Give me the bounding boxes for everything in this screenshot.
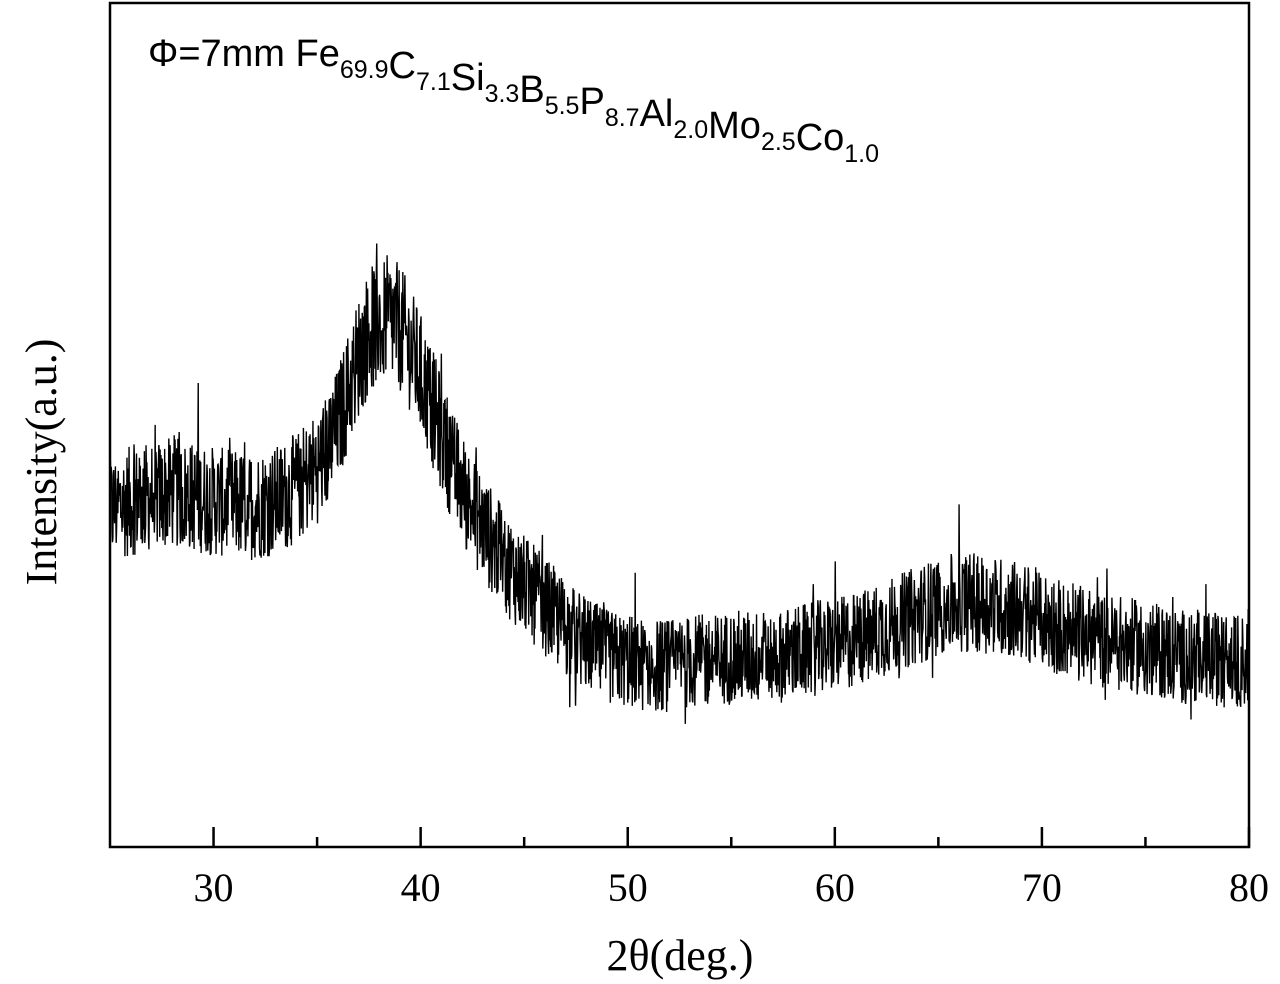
title-element-symbol: B xyxy=(519,69,544,111)
chart-title-prefix: Φ=7mm xyxy=(148,33,296,75)
title-element-subscript: 7.1 xyxy=(416,68,451,96)
y-axis-title: Intensity(a.u.) xyxy=(17,339,66,586)
x-tick-label: 80 xyxy=(1229,865,1269,910)
title-element-subscript: 2.0 xyxy=(673,116,708,144)
plot-frame xyxy=(108,1,1251,849)
title-element-subscript: 69.9 xyxy=(340,56,389,84)
diffraction-pattern-line xyxy=(109,243,1250,724)
x-axis-tick-labels: 30 40 50 60 70 80 xyxy=(194,865,1269,910)
x-tick-label: 30 xyxy=(194,865,234,910)
title-element-subscript: 8.7 xyxy=(605,104,640,132)
chart-title: Φ=7mm Fe69.9C7.1Si3.3B5.5P8.7Al2.0Mo2.5C… xyxy=(148,33,879,168)
title-element-symbol: Mo xyxy=(708,105,761,147)
x-tick-label: 50 xyxy=(608,865,648,910)
title-element-subscript: 1.0 xyxy=(844,140,879,168)
x-tick-label: 60 xyxy=(815,865,855,910)
x-axis-title: 2θ(deg.) xyxy=(607,931,754,980)
title-element-symbol: Fe xyxy=(296,33,340,75)
title-element-symbol: Co xyxy=(796,117,845,159)
title-element-subscript: 5.5 xyxy=(545,92,580,120)
title-element-subscript: 3.3 xyxy=(485,80,520,108)
title-element-symbol: P xyxy=(579,81,604,123)
x-tick-label: 70 xyxy=(1022,865,1062,910)
title-element-subscript: 2.5 xyxy=(761,128,796,156)
x-axis-ticks xyxy=(212,827,1251,847)
title-element-symbol: Si xyxy=(451,57,485,99)
x-tick-label: 40 xyxy=(401,865,441,910)
title-element-symbol: Al xyxy=(640,93,674,135)
title-element-symbol: C xyxy=(389,45,416,87)
